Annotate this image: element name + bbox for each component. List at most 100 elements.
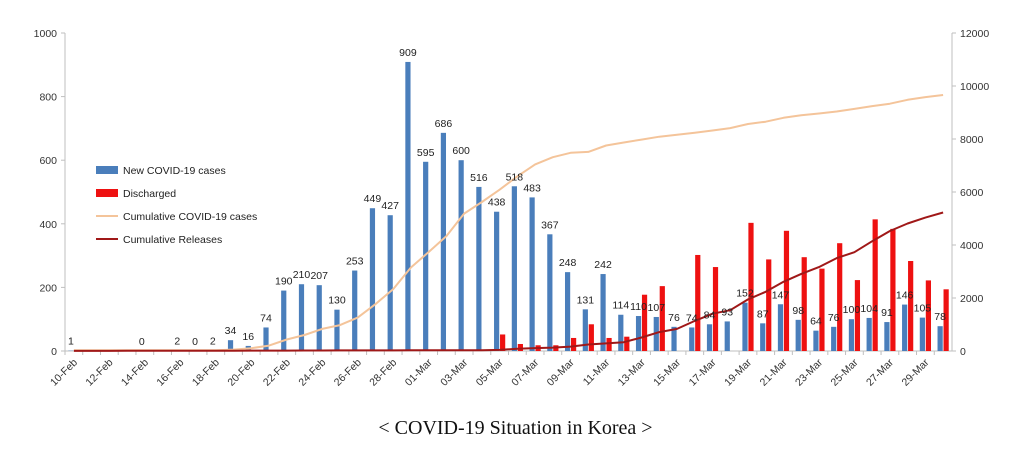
x-tick-label: 05-Mar <box>474 356 506 388</box>
new-cases-data-label: 686 <box>435 118 453 130</box>
new-cases-bar <box>724 321 730 351</box>
new-cases-bar <box>618 314 624 351</box>
new-cases-data-label: 0 <box>192 336 198 348</box>
new-cases-bar <box>671 326 677 351</box>
discharged-bar <box>925 280 931 351</box>
covid-chart: 0200400600800100002000400060008000100001… <box>34 28 990 389</box>
y-left-tick-label: 0 <box>51 346 57 358</box>
x-tick-label: 23-Mar <box>793 356 825 388</box>
new-cases-data-label: 2 <box>174 335 180 347</box>
new-cases-data-label: 107 <box>648 302 666 314</box>
new-cases-data-label: 190 <box>275 276 293 288</box>
discharged-bar <box>695 254 701 351</box>
discharged-bar <box>872 219 878 351</box>
new-cases-bar <box>742 302 748 351</box>
x-tick-label: 18-Feb <box>190 357 222 389</box>
new-cases-data-label: 438 <box>488 197 506 209</box>
legend-swatch <box>96 189 118 197</box>
discharged-bar <box>801 257 807 351</box>
y-left-tick-label: 600 <box>39 155 57 167</box>
new-cases-data-label: 2 <box>210 335 216 347</box>
y-left-tick-label: 200 <box>39 282 57 294</box>
new-cases-bar <box>902 304 908 351</box>
new-cases-data-label: 84 <box>704 309 716 321</box>
discharged-bar <box>624 336 630 351</box>
new-cases-bar <box>494 211 500 351</box>
new-cases-bar <box>547 234 553 351</box>
discharged-bar <box>500 334 506 351</box>
new-cases-data-label: 64 <box>810 316 822 328</box>
discharged-bar <box>748 222 754 351</box>
y-right-tick-label: 2000 <box>960 293 984 305</box>
new-cases-bar <box>423 161 429 351</box>
new-cases-bar <box>334 309 340 351</box>
x-tick-label: 16-Feb <box>154 357 186 389</box>
new-cases-data-label: 253 <box>346 256 364 268</box>
legend-label: Cumulative Releases <box>123 234 222 246</box>
discharged-bar <box>570 337 577 351</box>
new-cases-bar <box>476 186 482 351</box>
new-cases-bar <box>795 319 801 351</box>
new-cases-bar <box>316 285 322 351</box>
new-cases-data-label: 100 <box>843 304 861 316</box>
new-cases-data-label: 1 <box>68 336 74 348</box>
x-tick-label: 28-Feb <box>367 357 399 389</box>
x-tick-label: 24-Feb <box>296 357 328 389</box>
new-cases-bar <box>866 317 872 351</box>
new-cases-bar <box>281 290 287 351</box>
x-tick-label: 25-Mar <box>829 356 861 388</box>
new-cases-data-label: 0 <box>139 336 145 348</box>
x-tick-label: 01-Mar <box>403 356 435 388</box>
y-left-tick-label: 800 <box>39 92 57 104</box>
new-cases-data-label: 516 <box>470 172 488 184</box>
discharged-bar <box>783 230 790 351</box>
new-cases-data-label: 34 <box>225 325 237 337</box>
x-tick-label: 03-Mar <box>438 356 470 388</box>
new-cases-data-label: 483 <box>523 182 541 194</box>
discharged-bar <box>641 294 648 351</box>
x-tick-label: 07-Mar <box>509 356 541 388</box>
new-cases-data-label: 16 <box>242 331 254 343</box>
new-cases-data-label: 248 <box>559 257 577 269</box>
new-cases-bar <box>582 309 588 351</box>
new-cases-bar <box>352 270 358 351</box>
x-tick-label: 13-Mar <box>616 356 648 388</box>
x-tick-label: 10-Feb <box>48 357 80 389</box>
new-cases-bar <box>458 160 464 351</box>
legend-label: Discharged <box>123 188 176 200</box>
new-cases-bar <box>263 327 269 351</box>
x-tick-label: 29-Mar <box>900 356 932 388</box>
new-cases-bar <box>884 322 890 351</box>
discharged-bar <box>588 324 594 351</box>
new-cases-bar <box>564 272 571 351</box>
new-cases-data-label: 242 <box>594 259 612 271</box>
new-cases-data-label: 147 <box>772 289 790 301</box>
x-tick-label: 14-Feb <box>119 357 151 389</box>
y-left-tick-label: 400 <box>39 219 57 231</box>
discharged-bar <box>606 337 612 351</box>
new-cases-data-label: 91 <box>881 307 893 319</box>
new-cases-data-label: 74 <box>260 312 272 324</box>
x-tick-label: 12-Feb <box>83 357 115 389</box>
discharged-bar <box>517 344 523 351</box>
cumulative-releases-line <box>73 211 944 352</box>
new-cases-bar <box>689 327 695 351</box>
new-cases-bar <box>919 317 925 351</box>
x-tick-label: 15-Mar <box>651 356 683 388</box>
discharged-bar <box>766 259 772 351</box>
y-left-tick-label: 1000 <box>34 28 58 40</box>
x-tick-label: 17-Mar <box>687 356 719 388</box>
new-cases-data-label: 909 <box>399 47 417 59</box>
discharged-bar <box>659 286 665 351</box>
new-cases-bar <box>298 284 305 351</box>
legend-label: Cumulative COVID-19 cases <box>123 211 257 223</box>
new-cases-bar <box>405 61 411 352</box>
new-cases-bar <box>387 215 393 351</box>
x-tick-label: 09-Mar <box>545 356 577 388</box>
x-tick-label: 21-Mar <box>758 356 790 388</box>
new-cases-bar <box>511 186 517 351</box>
new-cases-data-label: 105 <box>914 303 932 315</box>
new-cases-bar <box>760 323 766 351</box>
new-cases-data-label: 207 <box>310 270 328 282</box>
